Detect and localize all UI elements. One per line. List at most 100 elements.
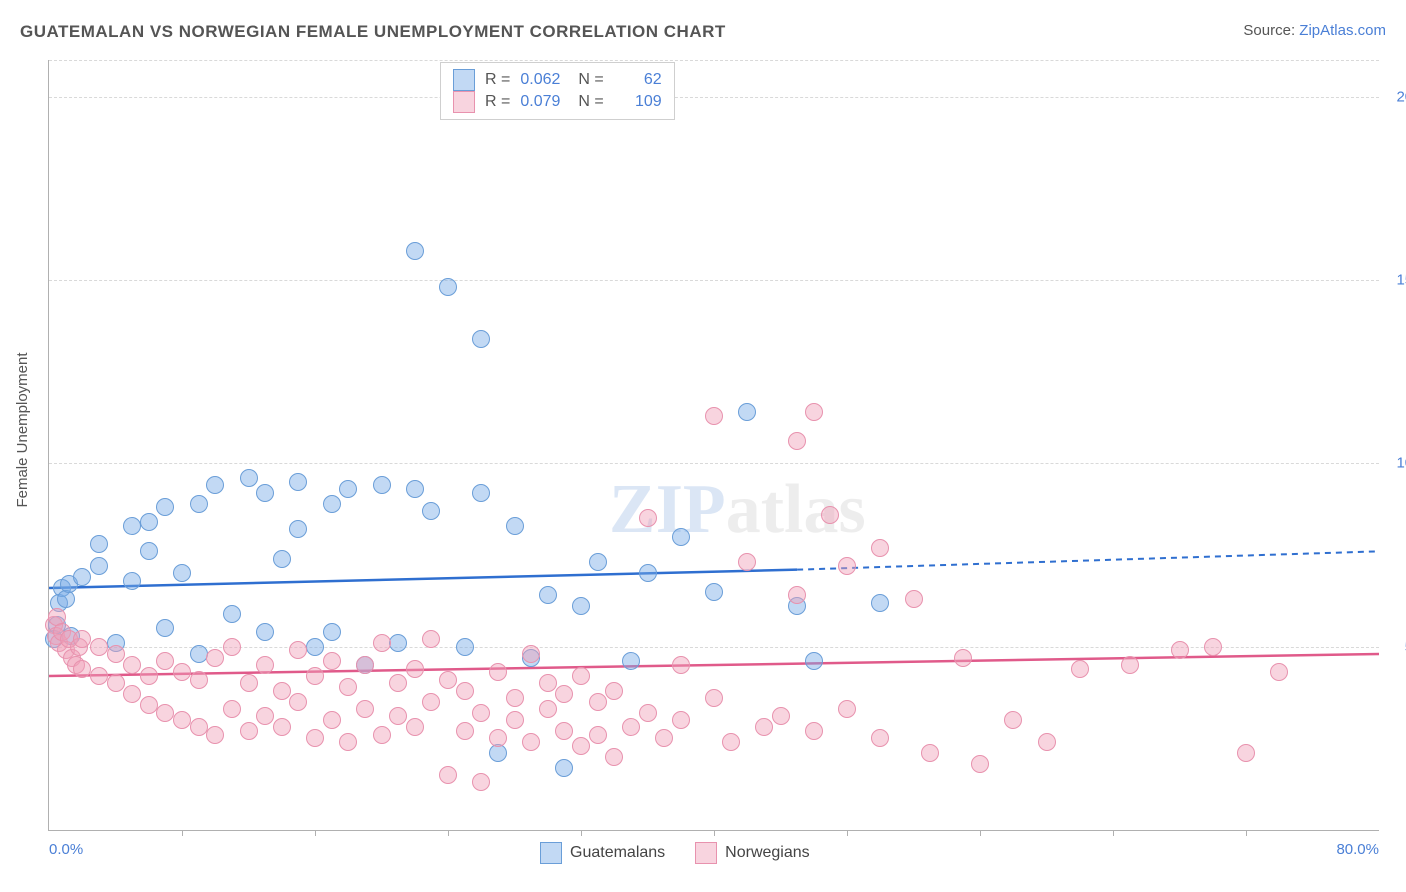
data-point — [289, 473, 307, 491]
data-point — [173, 711, 191, 729]
data-point — [356, 700, 374, 718]
data-point — [755, 718, 773, 736]
n-value: 62 — [614, 71, 662, 89]
data-point — [339, 480, 357, 498]
data-point — [306, 729, 324, 747]
data-point — [323, 652, 341, 670]
data-point — [539, 700, 557, 718]
data-point — [589, 553, 607, 571]
data-point — [422, 502, 440, 520]
data-point — [1004, 711, 1022, 729]
legend-swatch — [695, 842, 717, 864]
data-point — [123, 572, 141, 590]
data-point — [223, 700, 241, 718]
chart-header: GUATEMALAN VS NORWEGIAN FEMALE UNEMPLOYM… — [20, 22, 1386, 50]
data-point — [123, 656, 141, 674]
legend-swatch — [540, 842, 562, 864]
y-tick-label: 10.0% — [1384, 455, 1406, 472]
data-point — [289, 693, 307, 711]
data-point — [622, 652, 640, 670]
data-point — [256, 707, 274, 725]
data-point — [240, 722, 258, 740]
data-point — [190, 495, 208, 513]
data-point — [805, 403, 823, 421]
r-value: 0.079 — [520, 93, 568, 111]
data-point — [190, 671, 208, 689]
data-point — [1121, 656, 1139, 674]
data-point — [439, 278, 457, 296]
data-point — [223, 605, 241, 623]
x-tick — [448, 830, 449, 836]
data-point — [406, 718, 424, 736]
data-point — [356, 656, 374, 674]
data-point — [273, 682, 291, 700]
series-legend: GuatemalansNorwegians — [540, 842, 810, 864]
x-tick — [714, 830, 715, 836]
data-point — [788, 432, 806, 450]
data-point — [273, 550, 291, 568]
gridline — [49, 60, 1379, 61]
x-tick — [581, 830, 582, 836]
data-point — [206, 476, 224, 494]
data-point — [190, 718, 208, 736]
data-point — [456, 682, 474, 700]
r-label: R = — [485, 71, 510, 89]
data-point — [1071, 660, 1089, 678]
data-point — [422, 693, 440, 711]
data-point — [90, 535, 108, 553]
data-point — [522, 645, 540, 663]
series-name: Guatemalans — [570, 844, 665, 862]
data-point — [871, 539, 889, 557]
x-tick — [1246, 830, 1247, 836]
data-point — [339, 733, 357, 751]
y-tick-label: 20.0% — [1384, 88, 1406, 105]
data-point — [705, 407, 723, 425]
data-point — [1270, 663, 1288, 681]
data-point — [306, 667, 324, 685]
data-point — [73, 568, 91, 586]
x-tick-label: 80.0% — [1336, 841, 1379, 858]
data-point — [954, 649, 972, 667]
data-point — [256, 623, 274, 641]
data-point — [472, 330, 490, 348]
data-point — [589, 726, 607, 744]
data-point — [306, 638, 324, 656]
data-point — [821, 506, 839, 524]
data-point — [871, 594, 889, 612]
data-point — [871, 729, 889, 747]
x-tick — [182, 830, 183, 836]
data-point — [90, 667, 108, 685]
data-point — [1171, 641, 1189, 659]
data-point — [1038, 733, 1056, 751]
data-point — [173, 564, 191, 582]
data-point — [655, 729, 673, 747]
data-point — [539, 586, 557, 604]
data-point — [90, 557, 108, 575]
data-point — [555, 759, 573, 777]
data-point — [339, 678, 357, 696]
data-point — [506, 711, 524, 729]
r-label: R = — [485, 93, 510, 111]
data-point — [140, 542, 158, 560]
data-point — [389, 674, 407, 692]
data-point — [639, 509, 657, 527]
data-point — [705, 583, 723, 601]
trend-line — [49, 570, 797, 588]
data-point — [555, 685, 573, 703]
data-point — [1204, 638, 1222, 656]
data-point — [905, 590, 923, 608]
correlation-legend: R =0.062N =62R =0.079N =109 — [440, 62, 675, 120]
data-point — [772, 707, 790, 725]
data-point — [805, 722, 823, 740]
source-link[interactable]: ZipAtlas.com — [1299, 22, 1386, 39]
data-point — [156, 704, 174, 722]
data-point — [156, 498, 174, 516]
x-tick — [315, 830, 316, 836]
data-point — [156, 619, 174, 637]
data-point — [639, 564, 657, 582]
data-point — [439, 671, 457, 689]
data-point — [73, 630, 91, 648]
trend-lines-layer — [49, 60, 1379, 830]
data-point — [389, 707, 407, 725]
data-point — [456, 722, 474, 740]
